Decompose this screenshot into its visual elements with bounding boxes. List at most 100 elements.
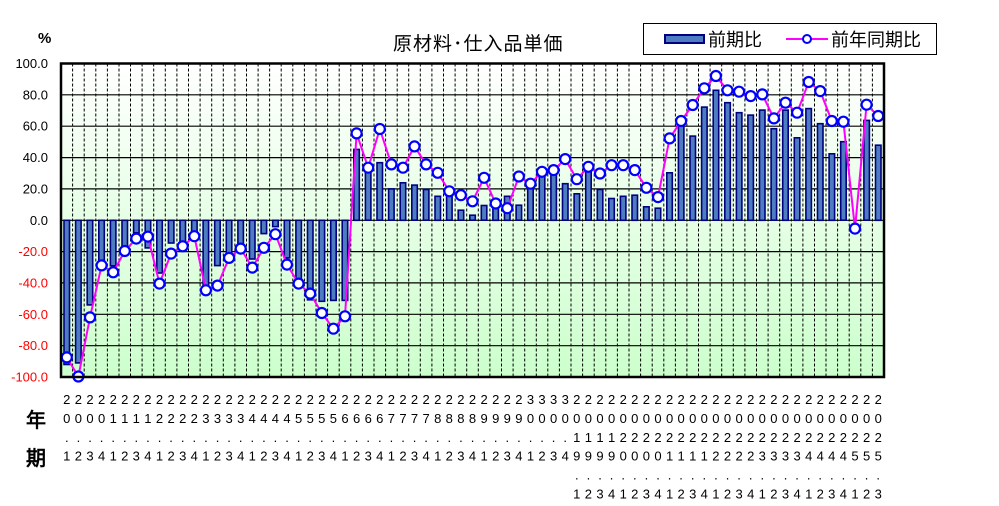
x-tick-label-char: 2: [712, 392, 719, 407]
x-tick-label-char: 0: [654, 411, 661, 426]
x-tick-label-char: 9: [585, 449, 592, 464]
bar-qoq: [584, 166, 593, 221]
x-tick-label-char: 4: [840, 487, 847, 502]
x-tick-label-char: 2: [191, 392, 198, 407]
x-tick-label-char: 1: [759, 487, 766, 502]
line-marker-swatch-icon: [786, 34, 828, 44]
y-tick-label: 0.0: [30, 213, 48, 228]
x-tick-label-char: 1: [712, 487, 719, 502]
x-tick-label-char: 4: [562, 449, 569, 464]
x-tick-label-char: 2: [480, 392, 487, 407]
x-tick-label-char: 1: [851, 487, 858, 502]
x-tick-label-char: .: [749, 468, 753, 483]
legend-label-bar: 前期比: [708, 30, 762, 51]
x-tick-label-char: 3: [782, 487, 789, 502]
x-tick-label-char: 1: [573, 487, 580, 502]
x-tick-label-char: 2: [214, 392, 221, 407]
x-tick-label-char: .: [274, 430, 278, 445]
legend-item-bar: 前期比: [664, 24, 762, 54]
x-tick-label-char: 1: [596, 430, 603, 445]
x-tick-label-char: 2: [817, 430, 824, 445]
bar-qoq: [735, 111, 743, 221]
yoy-marker: [663, 132, 676, 145]
x-tick-label-char: 2: [260, 449, 267, 464]
x-tick-label-char: 4: [283, 449, 290, 464]
yoy-marker: [674, 114, 688, 128]
x-tick-label-char: 2: [643, 430, 650, 445]
x-tick-label-char: 1: [666, 449, 673, 464]
bar-qoq: [295, 219, 303, 283]
yoy-marker: [83, 311, 97, 324]
x-tick-label-char: 7: [399, 411, 406, 426]
x-tick-label-char: 2: [631, 430, 638, 445]
bar-qoq: [468, 214, 477, 221]
yoy-marker: [524, 177, 537, 190]
x-tick-label-char: 4: [376, 449, 383, 464]
bar-qoq: [723, 101, 732, 222]
yoy-marker: [304, 287, 317, 300]
x-tick-label-char: 3: [133, 449, 140, 464]
x-tick-label-char: 1: [388, 449, 395, 464]
x-tick-label-char: 0: [701, 411, 708, 426]
bar-qoq: [74, 219, 82, 364]
x-tick-label-char: 2: [608, 392, 615, 407]
yoy-marker: [223, 251, 236, 264]
yoy-marker: [176, 240, 189, 253]
x-tick-label-char: .: [77, 430, 81, 445]
yoy-marker: [408, 140, 421, 153]
x-tick-label-char: 3: [411, 449, 418, 464]
x-tick-label-char: 2: [863, 392, 870, 407]
x-tick-label-char: 5: [863, 449, 870, 464]
yoy-marker: [559, 153, 572, 166]
x-tick-label-char: 1: [608, 430, 615, 445]
x-tick-label-char: 0: [759, 411, 766, 426]
yoy-marker: [628, 164, 641, 177]
bar-qoq: [376, 161, 384, 221]
x-tick-label-char: 3: [643, 487, 650, 502]
x-tick-label-char: 2: [75, 392, 82, 407]
x-tick-label-char: 0: [562, 411, 569, 426]
x-tick-label-char: 2: [330, 392, 337, 407]
x-tick-label-char: 2: [538, 449, 545, 464]
y-tick-label: 40.0: [23, 150, 48, 165]
x-tick-label-char: 2: [110, 392, 117, 407]
bar-qoq: [422, 188, 430, 222]
x-tick-label-char: 2: [724, 430, 731, 445]
x-tick-label-char: .: [830, 468, 834, 483]
x-tick-label-char: .: [297, 430, 301, 445]
x-tick-label-char: 2: [353, 449, 360, 464]
x-tick-label-char: 3: [457, 449, 464, 464]
x-tick-label-char: 0: [875, 411, 882, 426]
yoy-marker: [837, 115, 850, 128]
x-tick-label-char: 2: [295, 392, 302, 407]
x-tick-label-char: .: [250, 430, 254, 445]
x-tick-label-char: .: [181, 430, 185, 445]
x-axis-year-row-label: 年: [26, 408, 46, 432]
bar-qoq: [631, 194, 639, 222]
x-tick-label-char: 2: [724, 392, 731, 407]
x-tick-label-char: .: [575, 468, 579, 483]
x-tick-label-char: 3: [735, 487, 742, 502]
x-tick-label-char: .: [447, 430, 451, 445]
x-tick-label-char: 2: [643, 392, 650, 407]
x-tick-label-char: 8: [446, 411, 453, 426]
yoy-marker: [362, 161, 375, 174]
bar-qoq: [793, 137, 801, 222]
yoy-marker: [443, 185, 456, 198]
yoy-marker: [860, 98, 873, 111]
x-tick-label-char: 7: [388, 411, 395, 426]
x-tick-label-char: .: [621, 468, 625, 483]
y-tick-label: 20.0: [23, 181, 48, 196]
bar-qoq: [318, 219, 326, 303]
x-tick-label-char: 0: [851, 411, 858, 426]
yoy-marker: [338, 310, 352, 323]
y-tick-label: -80.0: [18, 338, 48, 353]
x-tick-label-char: 0: [712, 411, 719, 426]
yoy-marker: [478, 171, 491, 184]
x-tick-label-char: 2: [782, 430, 789, 445]
x-tick-label-char: 9: [480, 411, 487, 426]
bar-qoq: [515, 204, 523, 221]
yoy-marker: [118, 244, 131, 258]
bar-qoq: [237, 219, 245, 248]
